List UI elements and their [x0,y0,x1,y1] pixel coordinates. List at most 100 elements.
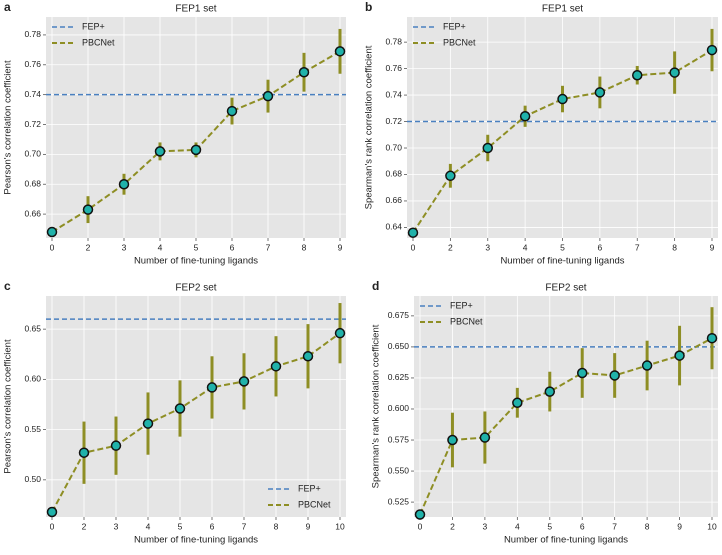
y-tick-label: 0.74 [24,89,41,99]
x-tick-label: 6 [230,242,235,252]
data-point [174,403,186,414]
x-tick-label: 3 [485,242,490,252]
x-tick-label: 9 [710,242,715,252]
legend-label: FEP+ [298,483,321,493]
data-point [519,111,531,122]
x-tick-label: 2 [448,242,453,252]
data-point [512,397,523,409]
y-tick-label: 0.68 [385,169,402,179]
legend-label: PBCNet [298,499,331,509]
y-tick-label: 0.55 [24,424,41,434]
data-point [298,67,310,78]
x-tick-label: 2 [82,521,87,531]
x-tick-label: 7 [635,242,640,252]
legend-label: PBCNet [450,316,483,326]
x-tick-label: 8 [274,521,279,531]
y-tick-label: 0.68 [24,178,41,188]
chart-title: FEP2 set [545,283,586,294]
y-tick-label: 0.65 [24,323,41,333]
y-tick-label: 0.72 [24,119,41,129]
data-point [226,105,238,117]
y-tick-label: 0.550 [388,465,410,475]
series-line [419,337,713,515]
x-tick-label: 5 [560,242,565,252]
x-tick-label: 9 [306,521,311,531]
x-tick-label: 3 [114,521,119,531]
x-tick-label: 8 [302,242,307,252]
data-point [82,204,94,215]
data-point [609,370,620,381]
x-axis-label: Number of fine-tuning ligands [134,535,258,546]
data-point [154,146,166,157]
panel-group: c FEP2 set Number of fine-tuning ligands Pe… [3,279,346,546]
data-point [270,361,282,372]
x-tick-label: 4 [515,521,520,531]
x-tick-label: 2 [450,521,455,531]
data-point [669,67,680,78]
panel-label: a [4,0,11,14]
x-tick-label: 10 [707,521,717,531]
legend-label: FEP+ [82,21,105,31]
x-tick-label: 9 [677,521,682,531]
x-tick-label: 7 [266,242,271,252]
y-tick-label: 0.625 [388,372,410,382]
panel-group: a FEP1 set Number of fine-tuning ligands Pe… [3,0,346,267]
x-tick-label: 0 [50,521,55,531]
y-tick-label: 0.60 [24,374,41,384]
x-tick-label: 5 [178,521,183,531]
data-point [544,386,556,397]
data-point [557,93,568,105]
data-point [302,351,314,362]
data-point [334,327,346,339]
chart-title: FEP1 set [542,4,583,15]
data-point [190,144,202,156]
data-point [479,432,491,443]
chart-title: FEP1 set [175,4,216,15]
data-point [641,360,653,371]
y-tick-label: 0.70 [24,149,41,159]
x-tick-label: 6 [598,242,603,252]
x-tick-label: 8 [645,521,650,531]
y-tick-label: 0.600 [388,403,410,413]
y-tick-label: 0.575 [388,434,410,444]
y-tick-label: 0.66 [24,208,41,218]
y-tick-label: 0.66 [385,195,402,205]
series-line [51,332,341,513]
data-point [594,87,606,98]
data-point [706,44,718,56]
x-tick-label: 8 [672,242,677,252]
panel-label: d [372,279,379,293]
legend-label: FEP+ [443,21,466,31]
y-tick-label: 0.76 [385,63,402,73]
series-line [412,49,713,234]
x-tick-label: 10 [335,521,345,531]
y-axis-label: Spearman's rank correlation coefficient [371,324,382,488]
panel-group: b FEP1 set Number of fine-tuning ligands Sp… [364,0,718,267]
x-tick-label: 9 [338,242,343,252]
x-tick-label: 2 [86,242,91,252]
x-tick-label: 0 [418,521,423,531]
data-point [118,178,130,190]
data-point [46,506,58,518]
x-tick-label: 6 [210,521,215,531]
y-tick-label: 0.74 [385,89,402,99]
data-point [706,332,718,344]
data-point [334,46,346,57]
x-tick-label: 3 [122,242,127,252]
x-tick-label: 4 [158,242,163,252]
data-point [78,447,90,458]
x-axis-label: Number of fine-tuning ligands [500,256,624,267]
legend-label: FEP+ [450,300,473,310]
x-tick-label: 0 [50,242,55,252]
x-tick-label: 5 [194,242,199,252]
y-axis-label: Pearson's correlation coefficient [3,339,14,474]
data-point [576,367,588,379]
y-tick-label: 0.50 [24,474,41,484]
data-point [632,69,643,81]
x-tick-label: 7 [242,521,247,531]
y-tick-label: 0.650 [388,341,410,351]
y-axis-label: Spearman's rank correlation coefficient [364,45,375,209]
x-tick-label: 4 [146,521,151,531]
data-point [482,142,493,154]
